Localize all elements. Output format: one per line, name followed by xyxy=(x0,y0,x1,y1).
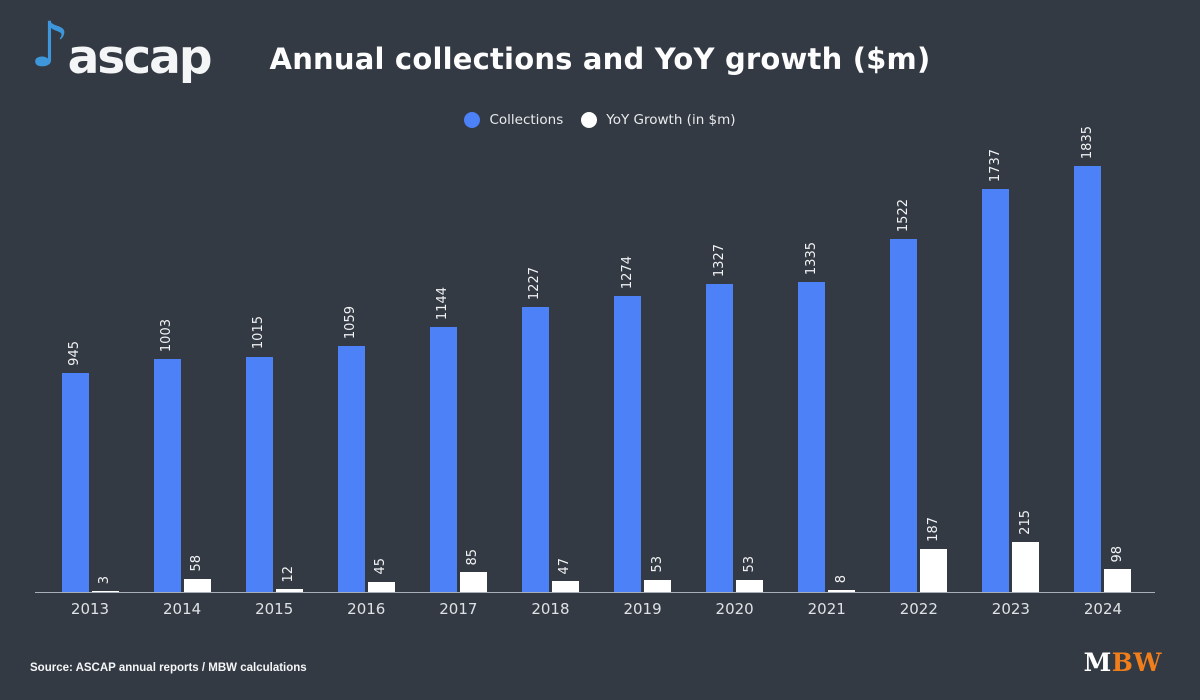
bar-collections-2022 xyxy=(890,238,918,592)
value-label-collections-2024: 1835 xyxy=(1079,126,1095,160)
source-note: Source: ASCAP annual reports / MBW calcu… xyxy=(30,662,307,674)
value-label-yoy-growth-2018: 47 xyxy=(557,557,573,575)
value-label-collections-2023: 1737 xyxy=(987,148,1003,183)
x-axis-line xyxy=(35,591,1155,593)
x-tick-2024: 2024 xyxy=(1083,600,1123,618)
value-label-yoy-growth-2017: 85 xyxy=(465,548,481,566)
x-tick-2023: 2023 xyxy=(991,600,1030,618)
bar-collections-2023 xyxy=(982,189,1010,592)
bar-yoy-growth-2024 xyxy=(1104,569,1132,592)
chart-title: Annual collections and YoY growth ($m) xyxy=(269,42,931,76)
x-tick-2015: 2015 xyxy=(255,600,294,618)
value-label-yoy-growth-2013: 3 xyxy=(97,575,112,584)
bar-collections-2021 xyxy=(798,282,826,592)
legend-item-collections: Collections xyxy=(464,112,563,128)
value-label-yoy-growth-2015: 12 xyxy=(281,565,297,583)
bar-collections-2018 xyxy=(521,307,549,592)
bar-yoy-growth-2013 xyxy=(91,591,119,592)
music-note-icon: ♪ xyxy=(30,8,70,81)
value-label-collections-2019: 1274 xyxy=(619,256,635,290)
bar-collections-2017 xyxy=(429,326,457,592)
ascap-wordmark: ascap xyxy=(67,30,213,85)
x-tick-2019: 2019 xyxy=(623,600,662,618)
bar-collections-2013 xyxy=(61,372,89,592)
value-label-yoy-growth-2021: 8 xyxy=(833,574,849,584)
chart-legend: Collections YoY Growth (in $m) xyxy=(0,112,1200,128)
value-label-yoy-growth-2016: 45 xyxy=(373,558,389,575)
mbw-logo: MBW xyxy=(1084,648,1162,677)
mbw-logo-m: M xyxy=(1083,648,1112,677)
x-tick-2018: 2018 xyxy=(531,600,570,618)
bar-collections-2019 xyxy=(614,296,642,592)
bar-yoy-growth-2022 xyxy=(920,548,948,592)
bar-collections-2024 xyxy=(1074,166,1102,592)
value-label-collections-2016: 1059 xyxy=(343,306,359,340)
legend-item-yoy-growth: YoY Growth (in $m) xyxy=(581,112,736,128)
bar-yoy-growth-2016 xyxy=(367,581,395,592)
bar-yoy-growth-2017 xyxy=(459,572,487,592)
legend-label-yoy-growth: YoY Growth (in $m) xyxy=(606,112,736,128)
x-tick-2016: 2016 xyxy=(347,600,386,618)
bar-yoy-growth-2014 xyxy=(183,578,211,592)
bar-yoy-growth-2015 xyxy=(275,589,303,592)
value-label-collections-2018: 1227 xyxy=(527,267,543,301)
value-label-yoy-growth-2019: 53 xyxy=(649,556,665,573)
collections-dot-icon xyxy=(464,112,481,128)
bar-yoy-growth-2021 xyxy=(828,590,856,592)
bar-collections-2020 xyxy=(706,284,734,592)
ascap-logo: ♪ ascap xyxy=(30,14,213,85)
value-label-collections-2015: 1015 xyxy=(251,316,267,350)
x-tick-2020: 2020 xyxy=(715,600,754,618)
bar-yoy-growth-2019 xyxy=(644,579,672,592)
legend-label-collections: Collections xyxy=(489,112,564,128)
bar-collections-2015 xyxy=(245,356,273,592)
value-label-yoy-growth-2022: 187 xyxy=(925,516,941,542)
bar-yoy-growth-2023 xyxy=(1012,542,1040,592)
value-label-collections-2021: 1335 xyxy=(803,242,819,276)
x-tick-2013: 2013 xyxy=(70,600,110,618)
bar-yoy-growth-2018 xyxy=(551,581,579,592)
bar-collections-2016 xyxy=(337,346,365,592)
bar-yoy-growth-2020 xyxy=(736,579,764,592)
x-tick-2022: 2022 xyxy=(899,600,938,618)
value-label-yoy-growth-2023: 215 xyxy=(1017,510,1033,536)
value-label-collections-2014: 1003 xyxy=(159,319,175,353)
x-tick-2021: 2021 xyxy=(807,600,846,618)
value-label-yoy-growth-2014: 58 xyxy=(189,555,205,572)
bar-collections-2014 xyxy=(153,359,181,592)
value-label-yoy-growth-2020: 53 xyxy=(741,556,757,573)
mbw-logo-bw: BW xyxy=(1111,648,1162,677)
yoy-growth-dot-icon xyxy=(581,112,598,128)
x-tick-2017: 2017 xyxy=(439,600,478,618)
value-label-collections-2020: 1327 xyxy=(711,244,727,278)
x-tick-2014: 2014 xyxy=(162,600,202,618)
value-label-yoy-growth-2024: 98 xyxy=(1109,545,1125,563)
value-label-collections-2013: 945 xyxy=(67,340,82,366)
value-label-collections-2017: 1144 xyxy=(435,286,451,320)
value-label-collections-2022: 1522 xyxy=(895,198,911,232)
